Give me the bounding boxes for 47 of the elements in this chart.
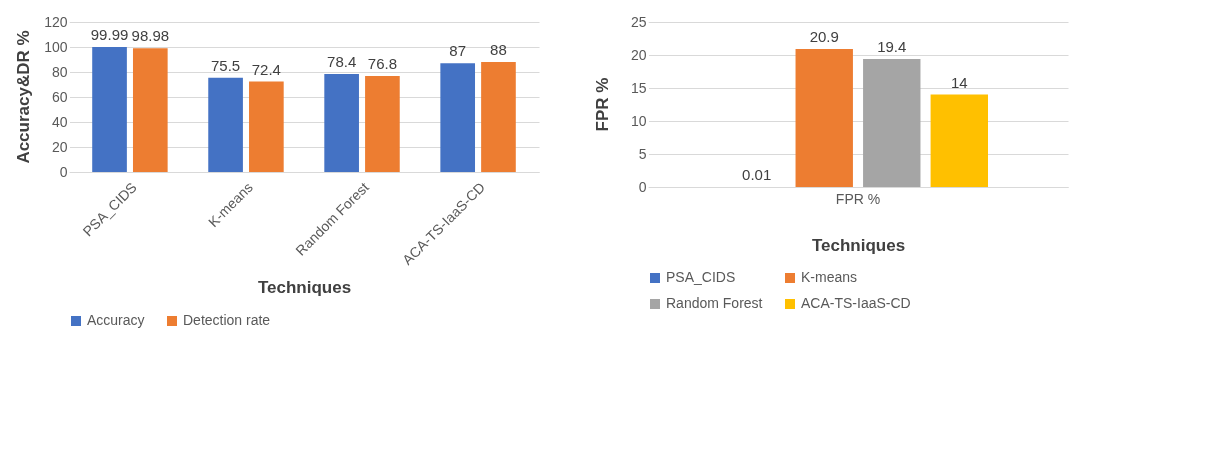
y-tick-label: 40 xyxy=(51,113,68,130)
bar xyxy=(249,81,284,172)
bar xyxy=(930,94,988,187)
bar xyxy=(132,48,168,172)
text: FPR % xyxy=(835,191,881,207)
bar xyxy=(92,47,127,172)
data-label: 87 xyxy=(449,42,467,60)
bar xyxy=(440,63,476,172)
y-tick-label: 15 xyxy=(630,79,647,96)
bar xyxy=(863,58,921,187)
y-axis-title: Accuracy&DR % xyxy=(14,30,33,164)
y-tick-label: 25 xyxy=(630,13,647,30)
legend-label: K-means xyxy=(801,269,858,285)
y-tick-label: 120 xyxy=(44,13,68,30)
data-label: 0.01 xyxy=(742,165,772,183)
y-tick-label: 20 xyxy=(51,138,68,155)
y-tick-label: 10 xyxy=(630,112,647,129)
bar xyxy=(208,77,243,172)
y-axis-title: FPR % xyxy=(593,77,612,132)
data-label: 76.8 xyxy=(367,55,398,72)
y-tick-label: 80 xyxy=(51,63,68,80)
legend-label: Accuracy xyxy=(87,312,145,328)
x-axis-title: Techniques xyxy=(257,277,352,297)
data-label: 98.98 xyxy=(131,27,170,45)
y-tick-label: 20 xyxy=(630,46,647,63)
data-label: 99.99 xyxy=(90,26,129,44)
legend-label: Random Forest xyxy=(666,295,763,311)
x-axis-title: Techniques xyxy=(811,235,906,255)
legend-label: PSA_CIDS xyxy=(666,269,736,285)
bar xyxy=(795,49,853,187)
legend-label: Detection rate xyxy=(183,312,271,328)
y-tick-label: 0 xyxy=(59,163,68,180)
data-label: 19.4 xyxy=(877,37,907,55)
data-label: 14 xyxy=(950,73,968,91)
data-label: 75.5 xyxy=(210,56,241,74)
y-tick-label: 0 xyxy=(638,178,647,195)
y-tick-label: 100 xyxy=(44,38,68,55)
bar xyxy=(481,62,516,172)
y-tick-label: 5 xyxy=(638,145,647,162)
data-label: 88 xyxy=(490,41,507,58)
legend-label: ACA-TS-IaaS-CD xyxy=(801,295,911,311)
data-label: 20.9 xyxy=(809,28,839,46)
y-tick-label: 60 xyxy=(51,88,68,105)
data-label: 78.4 xyxy=(327,53,357,70)
bar xyxy=(365,76,400,172)
data-label: 72.4 xyxy=(251,60,281,78)
bar xyxy=(324,74,359,172)
